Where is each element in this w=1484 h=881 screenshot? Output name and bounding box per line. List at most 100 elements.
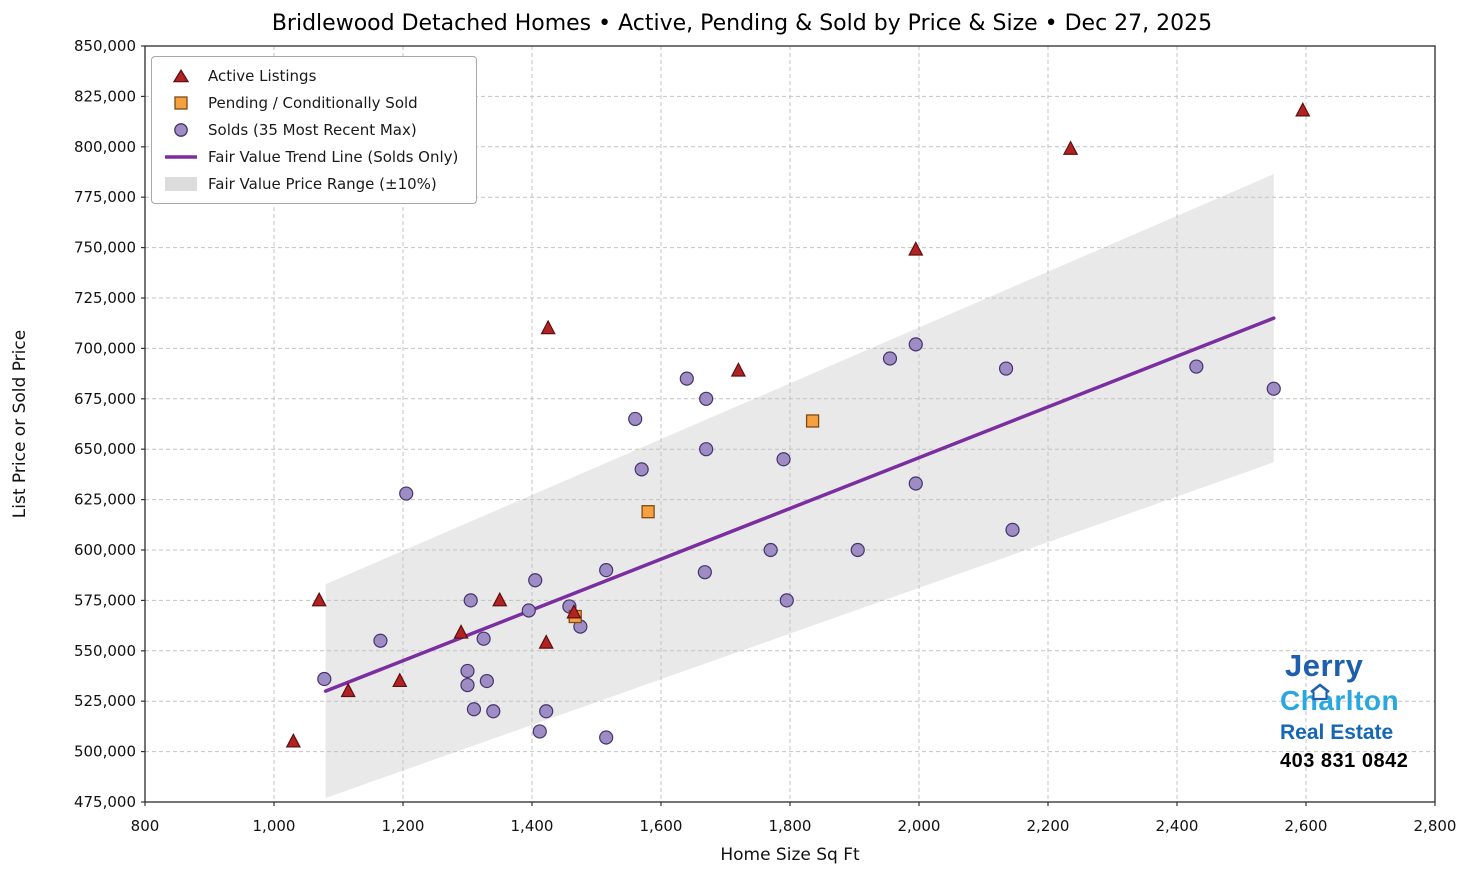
trend-line-icon xyxy=(164,153,198,161)
y-tick-label: 775,000 xyxy=(74,188,136,206)
sold-point xyxy=(521,603,536,618)
pending-point xyxy=(641,505,655,519)
sold-point xyxy=(539,704,554,719)
x-tick-label: 2,800 xyxy=(1414,817,1457,835)
sold-point xyxy=(479,673,494,689)
sold-point xyxy=(373,633,388,648)
sold-point xyxy=(763,542,778,558)
active-point xyxy=(392,672,408,688)
sold-point xyxy=(908,476,923,491)
pending-square-icon xyxy=(164,95,198,111)
sold-point xyxy=(599,563,614,578)
x-tick-label: 1,000 xyxy=(253,817,296,835)
active-listings-triangle-icon xyxy=(164,69,198,83)
y-tick-label: 650,000 xyxy=(74,440,136,458)
active-point xyxy=(908,241,924,256)
y-tick-label: 625,000 xyxy=(74,491,136,509)
y-tick-label: 675,000 xyxy=(74,390,136,408)
sold-point xyxy=(634,462,649,477)
solds-circle-icon xyxy=(164,122,198,138)
sold-point xyxy=(463,593,478,608)
active-point xyxy=(1062,140,1079,155)
x-tick-label: 2,600 xyxy=(1285,817,1328,835)
y-tick-label: 550,000 xyxy=(74,642,136,660)
y-tick-label: 800,000 xyxy=(74,138,136,156)
sold-point xyxy=(882,351,898,366)
y-tick-label: 700,000 xyxy=(74,339,136,357)
sold-point xyxy=(466,702,482,717)
sold-point xyxy=(317,671,332,687)
y-tick-label: 475,000 xyxy=(74,793,136,811)
y-tick-label: 825,000 xyxy=(74,87,136,105)
sold-point xyxy=(476,631,491,646)
legend-label-solds: Solds (35 Most Recent Max) xyxy=(208,121,417,139)
sold-point xyxy=(779,593,794,608)
sold-point xyxy=(528,573,543,588)
sold-point xyxy=(628,411,643,427)
sold-point xyxy=(1266,381,1281,396)
x-tick-label: 800 xyxy=(131,817,160,835)
legend-item-trend-line: Fair Value Trend Line (Solds Only) xyxy=(164,147,458,167)
logo-charlton-label: Charlton xyxy=(1280,685,1400,716)
y-tick-label: 525,000 xyxy=(74,692,136,710)
active-point xyxy=(285,733,301,748)
x-tick-label: 2,400 xyxy=(1156,817,1199,835)
sold-point xyxy=(697,565,712,580)
legend-item-solds: Solds (35 Most Recent Max) xyxy=(164,120,458,140)
x-tick-label: 1,800 xyxy=(769,817,812,835)
x-tick-label: 1,600 xyxy=(640,817,683,835)
active-point xyxy=(538,634,554,649)
active-point xyxy=(453,624,469,639)
logo-jerry-text: Jerry xyxy=(1285,648,1364,683)
legend-label-pending: Pending / Conditionally Sold xyxy=(208,94,418,112)
y-tick-label: 850,000 xyxy=(74,37,136,55)
legend: Active Listings Pending / Conditionally … xyxy=(151,56,478,204)
sold-point xyxy=(599,730,614,745)
y-tick-label: 725,000 xyxy=(74,289,136,307)
active-point xyxy=(566,604,582,619)
y-tick-label: 575,000 xyxy=(74,591,136,609)
brand-logo: Jerry Charlton Real Estate 403 831 0842 xyxy=(1280,650,1460,771)
y-axis-label: List Price or Sold Price xyxy=(10,330,30,518)
legend-item-price-range: Fair Value Price Range (±10%) xyxy=(164,174,458,194)
sold-point xyxy=(532,724,547,739)
price-range-band-icon xyxy=(164,177,198,191)
x-tick-label: 2,200 xyxy=(1027,817,1070,835)
y-tick-label: 600,000 xyxy=(74,541,136,559)
sold-point xyxy=(679,371,694,386)
sold-point xyxy=(399,486,414,501)
sold-point xyxy=(776,452,791,467)
sold-point xyxy=(486,704,501,719)
house-icon xyxy=(1307,678,1333,706)
active-point xyxy=(311,591,327,607)
sold-point xyxy=(1005,522,1020,537)
plot-border xyxy=(144,45,1436,803)
x-axis-label: Home Size Sq Ft xyxy=(720,845,860,865)
sold-point xyxy=(1189,359,1204,374)
legend-label-price-range: Fair Value Price Range (±10%) xyxy=(208,175,437,193)
active-point xyxy=(492,591,508,607)
sold-point xyxy=(460,677,475,693)
legend-item-pending: Pending / Conditionally Sold xyxy=(164,93,458,113)
logo-phone-number: 403 831 0842 xyxy=(1280,750,1409,772)
x-tick-label: 1,200 xyxy=(382,817,425,835)
active-point xyxy=(730,362,746,377)
trend-line xyxy=(323,316,1276,693)
sold-point xyxy=(908,337,923,352)
y-tick-label: 500,000 xyxy=(74,743,136,761)
pending-point xyxy=(805,414,820,428)
x-tick-label: 1,400 xyxy=(511,817,554,835)
logo-real-estate-text: Real Estate xyxy=(1280,721,1394,744)
y-tick-label: 750,000 xyxy=(74,239,136,257)
active-point xyxy=(1295,102,1311,117)
fair-value-band xyxy=(325,174,1274,798)
sold-point xyxy=(460,663,475,679)
chart-title: Bridlewood Detached Homes • Active, Pend… xyxy=(271,11,1213,36)
sold-point xyxy=(850,542,865,558)
active-point xyxy=(540,319,556,335)
sold-point xyxy=(699,442,714,457)
sold-point xyxy=(699,391,714,406)
logo-charlton-text: Charlton xyxy=(1280,683,1460,716)
